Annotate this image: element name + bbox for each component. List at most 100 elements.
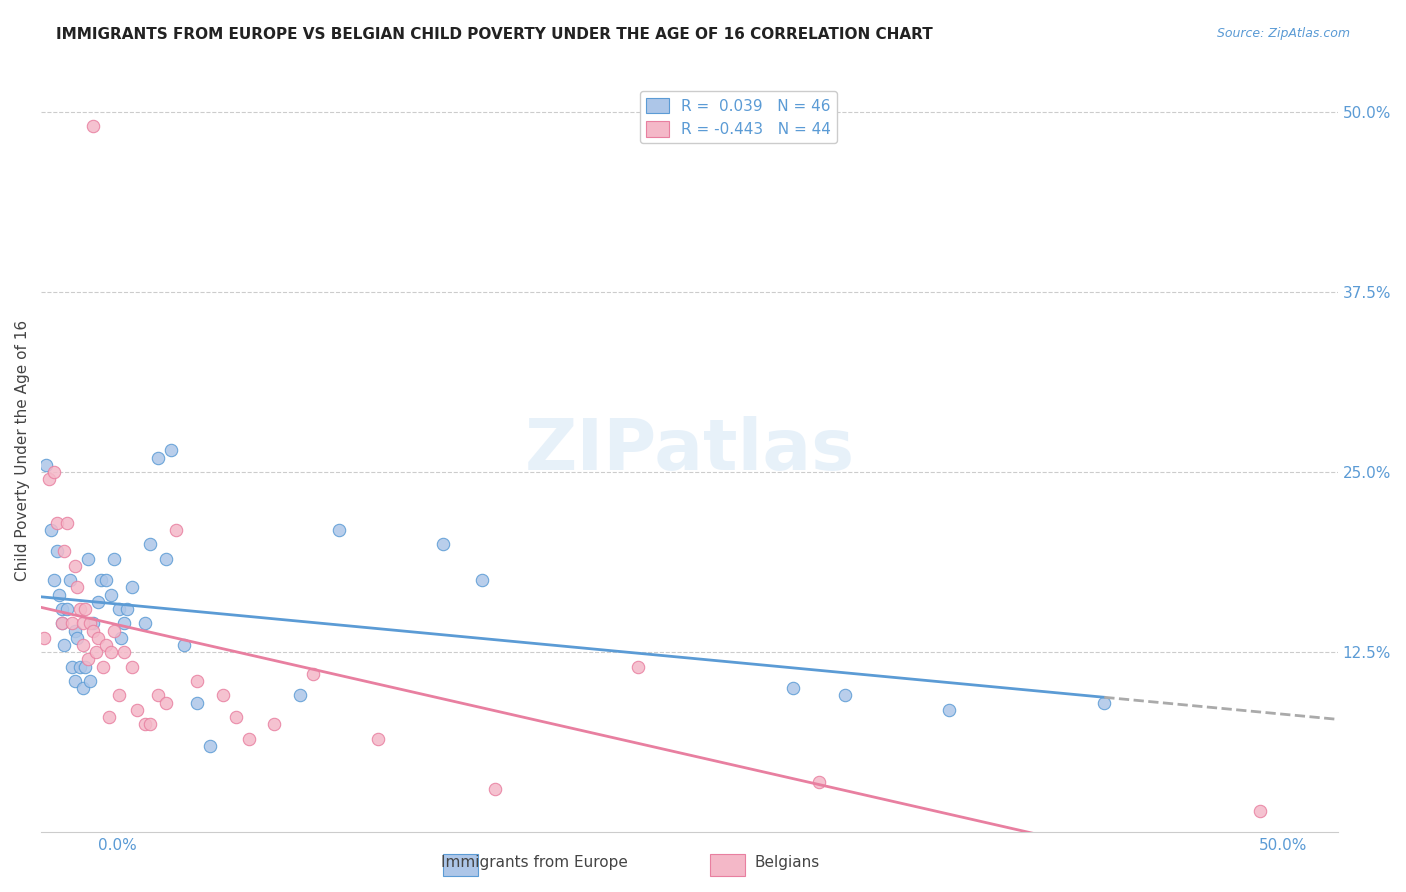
Point [782, 681, 804, 696]
Point [66, 631, 89, 645]
Point [1249, 804, 1271, 818]
Point [79, 616, 101, 631]
Point [626, 659, 648, 673]
Point [87, 631, 110, 645]
Y-axis label: Child Poverty Under the Age of 16: Child Poverty Under the Age of 16 [15, 320, 30, 581]
Point [302, 666, 325, 681]
Point [938, 703, 960, 717]
Point [225, 710, 247, 724]
Point [471, 573, 494, 587]
Point [51, 616, 73, 631]
Point [35, 458, 58, 472]
Point [79, 674, 101, 689]
Point [159, 443, 181, 458]
Point [87, 595, 110, 609]
Point [59, 573, 82, 587]
Point [121, 659, 143, 673]
Point [115, 602, 138, 616]
Point [134, 717, 156, 731]
Point [328, 523, 350, 537]
Point [100, 645, 122, 659]
Point [108, 689, 131, 703]
Point [198, 739, 221, 753]
Point [60, 616, 83, 631]
Point [290, 689, 312, 703]
Point [808, 775, 831, 789]
Point [53, 544, 76, 558]
Point [76, 652, 98, 666]
Point [82, 119, 104, 133]
Point [42, 573, 65, 587]
Point [45, 516, 67, 530]
Point [72, 638, 94, 652]
Point [38, 472, 60, 486]
Text: Immigrants from Europe: Immigrants from Europe [441, 855, 627, 870]
Point [75, 602, 97, 616]
Point [139, 537, 162, 551]
Point [84, 645, 107, 659]
Point [100, 588, 122, 602]
Point [146, 689, 169, 703]
Text: 0.0%: 0.0% [98, 838, 138, 854]
Point [186, 674, 208, 689]
Point [238, 731, 260, 746]
Point [72, 616, 94, 631]
Point [94, 638, 117, 652]
Point [484, 782, 506, 797]
Point [186, 696, 208, 710]
Point [94, 573, 117, 587]
Point [42, 465, 65, 479]
Point [110, 631, 132, 645]
Point [834, 689, 856, 703]
Point [155, 551, 177, 566]
Text: Source: ZipAtlas.com: Source: ZipAtlas.com [1216, 27, 1350, 40]
Point [72, 681, 94, 696]
Point [63, 624, 86, 638]
Point [155, 696, 177, 710]
Point [45, 544, 67, 558]
Point [125, 703, 148, 717]
Text: Belgians: Belgians [755, 855, 820, 870]
Point [211, 689, 233, 703]
Point [1092, 696, 1115, 710]
Point [97, 710, 120, 724]
Text: IMMIGRANTS FROM EUROPE VS BELGIAN CHILD POVERTY UNDER THE AGE OF 16 CORRELATION : IMMIGRANTS FROM EUROPE VS BELGIAN CHILD … [56, 27, 934, 42]
Point [112, 645, 135, 659]
Text: ZIPatlas: ZIPatlas [524, 416, 855, 485]
Point [108, 602, 131, 616]
Point [41, 523, 63, 537]
Point [69, 602, 91, 616]
Point [432, 537, 454, 551]
Point [60, 659, 83, 673]
Point [56, 516, 79, 530]
Point [90, 573, 112, 587]
Point [51, 616, 73, 631]
Point [134, 616, 156, 631]
Point [76, 551, 98, 566]
Point [121, 580, 143, 594]
Point [53, 638, 76, 652]
Point [69, 659, 91, 673]
Point [56, 602, 79, 616]
Text: 50.0%: 50.0% [1260, 838, 1308, 854]
Point [48, 588, 70, 602]
Point [173, 638, 195, 652]
Point [367, 731, 389, 746]
Point [93, 659, 115, 673]
Point [75, 659, 97, 673]
Point [103, 551, 125, 566]
Point [165, 523, 187, 537]
Point [32, 631, 55, 645]
Point [82, 616, 104, 631]
Legend: R =  0.039   N = 46, R = -0.443   N = 44: R = 0.039 N = 46, R = -0.443 N = 44 [640, 92, 838, 144]
Point [146, 450, 169, 465]
Point [139, 717, 162, 731]
Point [263, 717, 285, 731]
Point [63, 674, 86, 689]
Point [51, 602, 73, 616]
Point [112, 616, 135, 631]
Point [63, 558, 86, 573]
Point [82, 624, 104, 638]
Point [66, 580, 89, 594]
Point [103, 624, 125, 638]
